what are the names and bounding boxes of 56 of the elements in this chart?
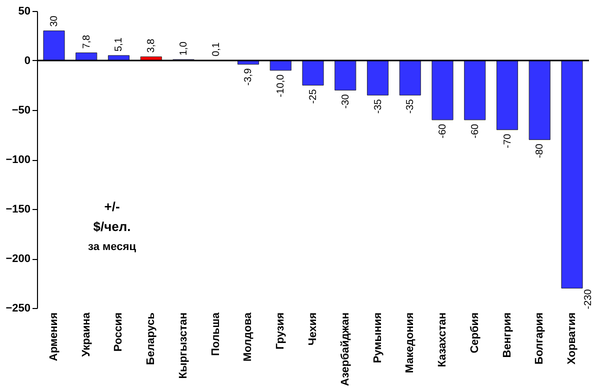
x-tick-label: Россия bbox=[112, 312, 125, 352]
y-tick-label: −100 bbox=[6, 154, 30, 166]
data-label: 30 bbox=[48, 15, 60, 27]
x-tick-label: Украина bbox=[80, 312, 92, 357]
data-label: -35 bbox=[405, 98, 416, 114]
data-label: -10,0 bbox=[276, 74, 287, 98]
bar bbox=[366, 60, 389, 96]
data-label: -80 bbox=[534, 143, 546, 158]
x-tick-label: Грузия bbox=[274, 312, 287, 350]
data-label: 0,1 bbox=[210, 42, 222, 56]
x-tick-label: Азербайджан bbox=[339, 312, 352, 386]
bar bbox=[528, 60, 550, 140]
data-label: 7,8 bbox=[81, 34, 92, 49]
x-tick-label: Румыния bbox=[372, 312, 384, 364]
y-tick-label: −250 bbox=[6, 302, 30, 314]
annotation: +/- bbox=[104, 199, 120, 214]
x-tick-label: Кыргызстан bbox=[178, 312, 190, 379]
x-tick-label: Венгрия bbox=[501, 312, 514, 358]
bar bbox=[108, 55, 130, 61]
x-tick-label: Чехия bbox=[307, 312, 319, 346]
x-tick-label: Хорватия bbox=[566, 312, 578, 364]
annotation: $/чел. bbox=[93, 219, 131, 234]
x-tick-label: Молдова bbox=[242, 312, 254, 362]
data-label: -30 bbox=[340, 94, 352, 109]
x-tick-label: Казахстан bbox=[436, 312, 448, 368]
data-label: -70 bbox=[502, 133, 514, 148]
y-tick-label: −50 bbox=[12, 104, 30, 116]
data-label: -3,9 bbox=[243, 68, 254, 86]
x-tick-label: Сербия bbox=[468, 312, 481, 354]
data-label: -60 bbox=[438, 123, 448, 138]
data-label: -35 bbox=[372, 98, 384, 114]
y-tick-label: −150 bbox=[6, 204, 30, 216]
x-tick-label: Беларусь bbox=[145, 312, 158, 365]
bar bbox=[302, 60, 324, 86]
bar bbox=[334, 60, 356, 90]
data-label: 3,8 bbox=[146, 38, 158, 53]
data-label: -60 bbox=[470, 123, 481, 138]
bar bbox=[43, 30, 65, 61]
bar bbox=[399, 60, 421, 96]
bar bbox=[464, 60, 486, 120]
x-tick-label: Польша bbox=[210, 312, 222, 356]
data-label: -230 bbox=[583, 288, 594, 310]
x-tick-label: Армения bbox=[48, 312, 60, 362]
y-tick-label: 50 bbox=[18, 6, 30, 18]
data-label: 5,1 bbox=[114, 37, 125, 52]
y-tick-label: 0 bbox=[24, 55, 30, 67]
x-tick-label: Болгария bbox=[534, 312, 546, 364]
data-label: 1,0 bbox=[178, 41, 190, 56]
x-tick-label: Македония bbox=[404, 312, 416, 374]
bar bbox=[561, 60, 583, 288]
bar bbox=[432, 60, 454, 120]
annotation: за месяц bbox=[88, 241, 136, 253]
bar bbox=[496, 60, 518, 130]
bar bbox=[76, 52, 98, 61]
y-tick-label: −200 bbox=[6, 253, 30, 265]
data-label: -25 bbox=[308, 88, 319, 104]
